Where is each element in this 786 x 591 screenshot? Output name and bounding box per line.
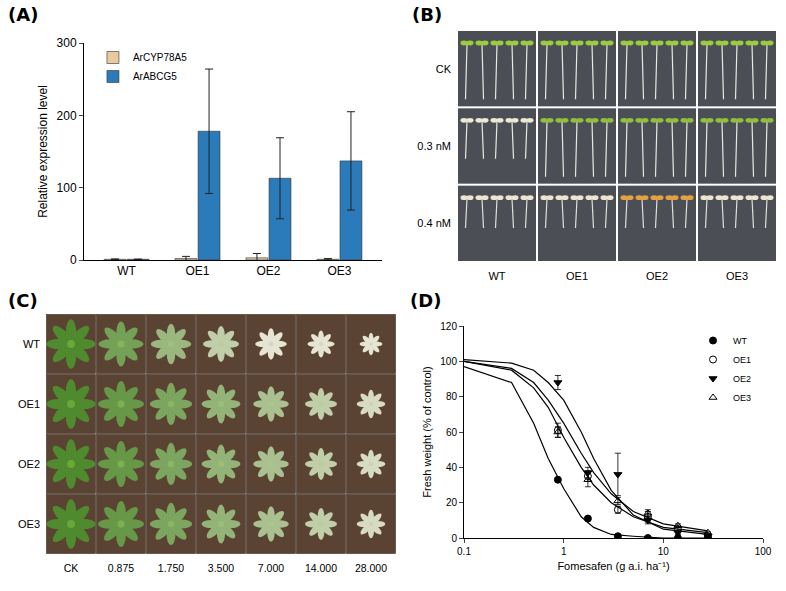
svg-text:14.000: 14.000 — [305, 562, 337, 574]
svg-text:OE1: OE1 — [186, 264, 210, 278]
svg-text:WT: WT — [117, 264, 136, 278]
svg-text:CK: CK — [64, 562, 79, 574]
svg-text:0: 0 — [451, 533, 457, 544]
svg-text:100: 100 — [57, 181, 77, 195]
svg-text:CK: CK — [436, 63, 452, 75]
svg-text:0.4 nM: 0.4 nM — [417, 217, 451, 229]
html-text:(C): (C) — [8, 290, 38, 311]
html-text:(D): (D) — [410, 290, 442, 311]
svg-text:Fomesafen (g a.i. ha⁻¹): Fomesafen (g a.i. ha⁻¹) — [557, 560, 669, 572]
svg-text:200: 200 — [57, 109, 77, 123]
svg-text:100: 100 — [755, 546, 772, 557]
svg-text:OE2: OE2 — [256, 264, 280, 278]
svg-text:300: 300 — [57, 36, 77, 50]
svg-text:10: 10 — [658, 546, 670, 557]
svg-text:1: 1 — [561, 546, 567, 557]
svg-text:OE1: OE1 — [566, 270, 588, 282]
svg-text:0.3 nM: 0.3 nM — [417, 140, 451, 152]
html-text:(A): (A) — [8, 4, 39, 25]
svg-text:WT: WT — [733, 336, 747, 346]
svg-text:40: 40 — [446, 462, 458, 473]
svg-text:Relative expression level: Relative expression level — [36, 85, 50, 218]
svg-text:ArCYP78A5: ArCYP78A5 — [133, 52, 187, 63]
svg-text:100: 100 — [440, 356, 457, 367]
svg-text:120: 120 — [440, 321, 457, 332]
html-text:(B): (B) — [412, 4, 443, 25]
svg-text:WT: WT — [23, 338, 40, 350]
svg-text:80: 80 — [446, 391, 458, 402]
svg-text:28.000: 28.000 — [355, 562, 387, 574]
svg-text:OE3: OE3 — [18, 518, 40, 530]
svg-text:OE3: OE3 — [327, 264, 351, 278]
svg-text:3.500: 3.500 — [208, 562, 234, 574]
svg-text:OE2: OE2 — [18, 458, 40, 470]
svg-text:Fresh weight (% of control): Fresh weight (% of control) — [421, 366, 433, 497]
svg-text:1.750: 1.750 — [158, 562, 184, 574]
svg-text:OE1: OE1 — [18, 398, 40, 410]
svg-text:ArABCG5: ArABCG5 — [133, 71, 177, 82]
svg-text:OE1: OE1 — [733, 355, 751, 365]
svg-text:OE3: OE3 — [726, 270, 748, 282]
svg-text:20: 20 — [446, 497, 458, 508]
svg-text:OE2: OE2 — [733, 374, 751, 384]
svg-text:OE3: OE3 — [733, 393, 751, 403]
svg-text:WT: WT — [488, 270, 505, 282]
svg-text:OE2: OE2 — [646, 270, 668, 282]
svg-text:0.1: 0.1 — [457, 546, 471, 557]
svg-text:0.875: 0.875 — [108, 562, 134, 574]
svg-text:0: 0 — [70, 253, 77, 267]
svg-text:7.000: 7.000 — [258, 562, 284, 574]
svg-text:60: 60 — [446, 427, 458, 438]
